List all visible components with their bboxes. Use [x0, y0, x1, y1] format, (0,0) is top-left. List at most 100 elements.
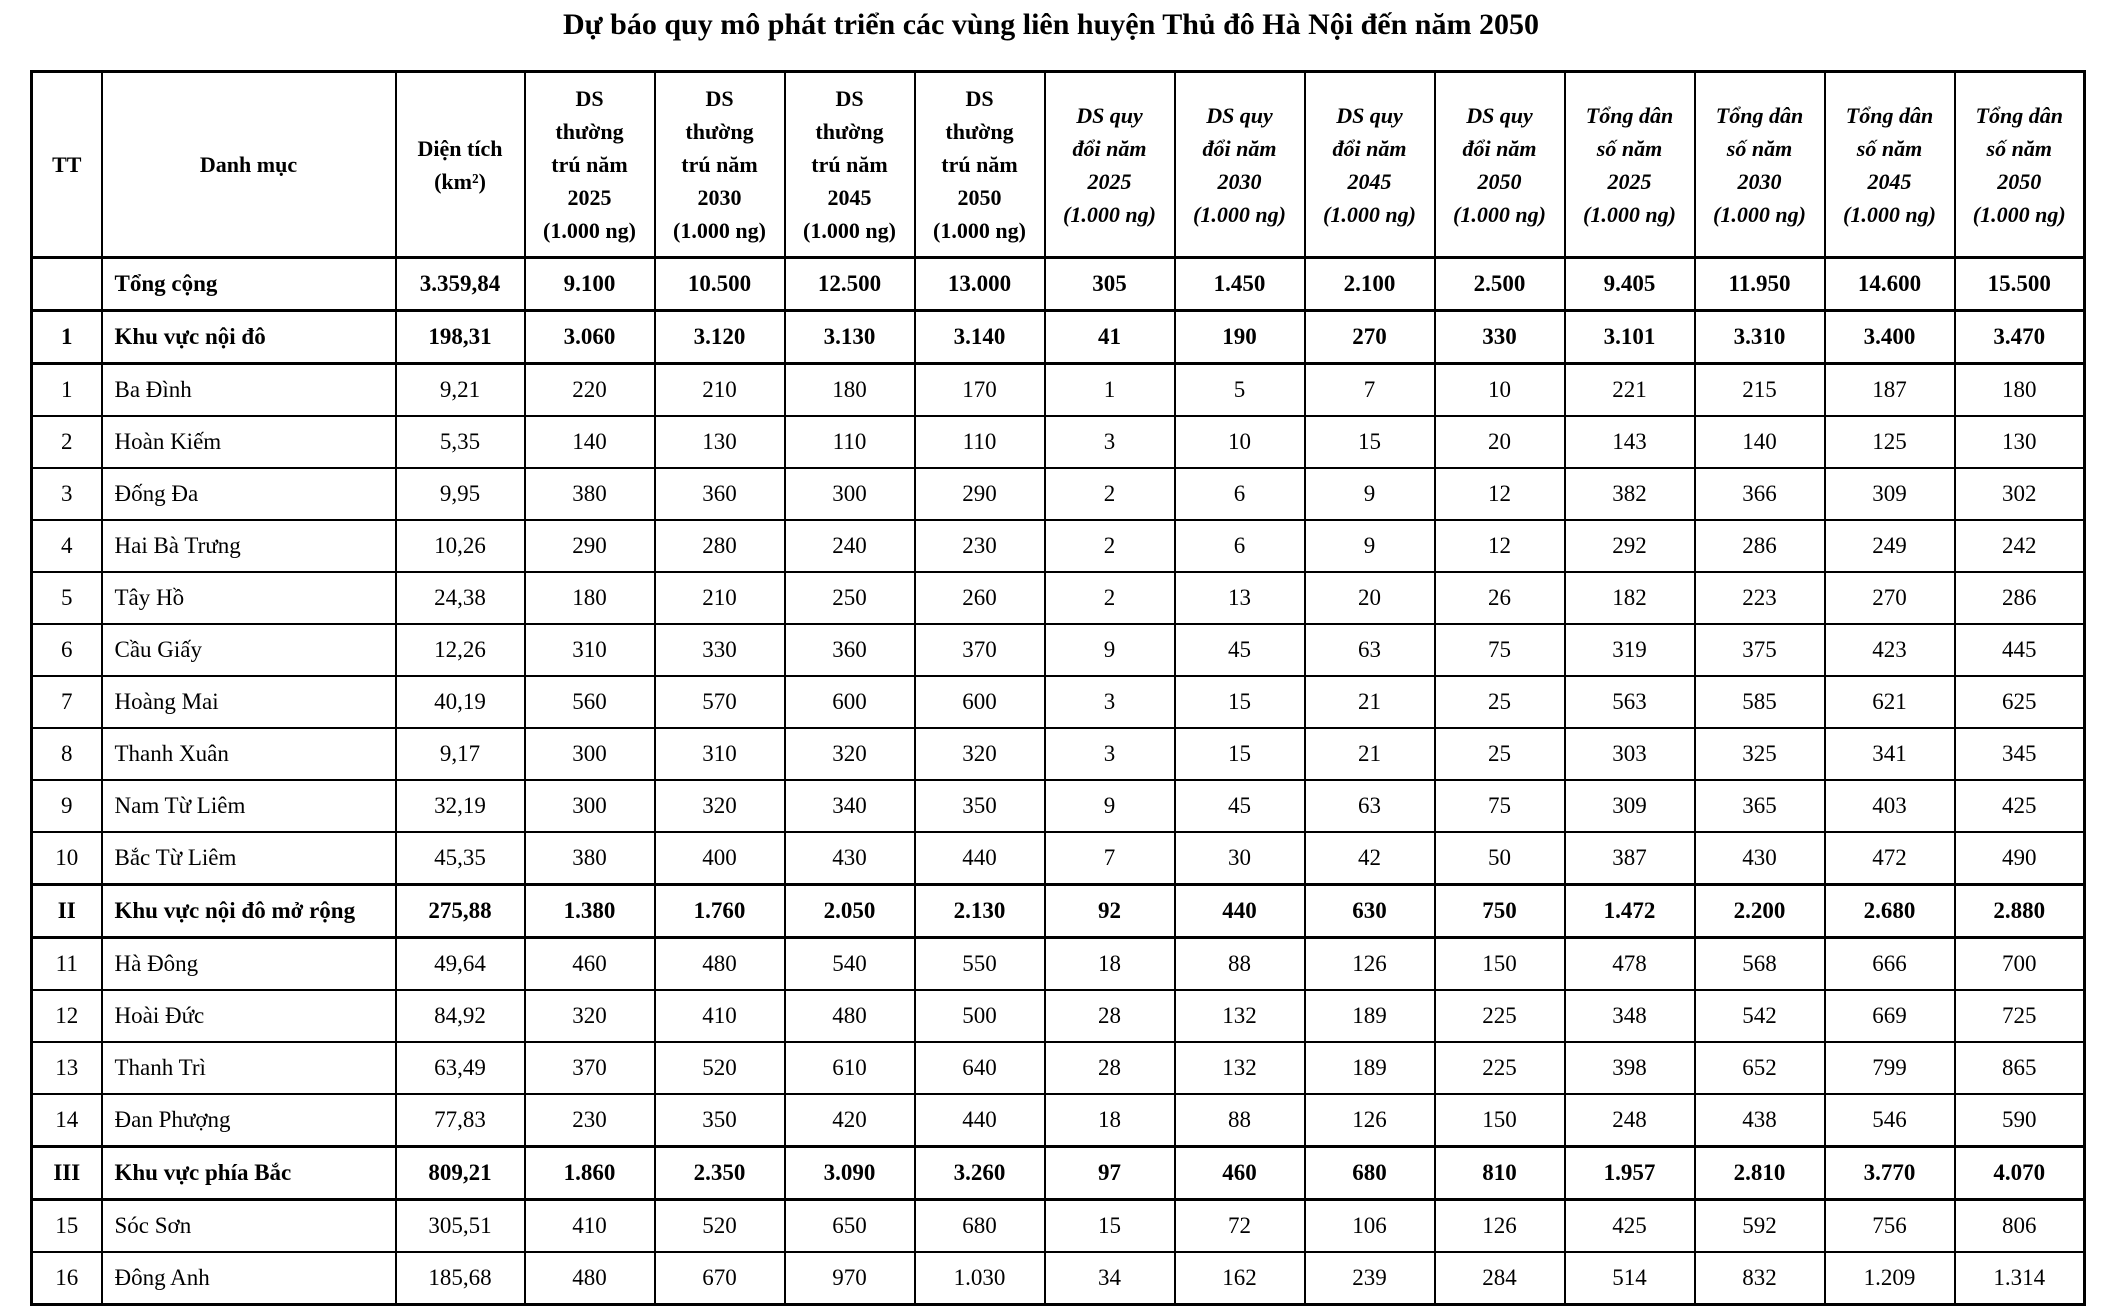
- row-index: 6: [30, 623, 103, 677]
- row-index: 7: [30, 675, 103, 729]
- value-cell: 1.209: [1823, 1251, 1956, 1306]
- value-cell: 806: [1953, 1198, 2086, 1253]
- value-cell: 97: [1043, 1145, 1176, 1201]
- value-cell: 398: [1563, 1041, 1696, 1095]
- table-row: 6 Cầu Giấy 12,26 310 330 360 370 9 45 63 75 319 375 4…: [30, 623, 2086, 677]
- value-cell: 472: [1823, 831, 1956, 886]
- table-body: Tổng cộng 3.359,84 9.100 10.500 12.500 13.000…: [30, 256, 2086, 1306]
- value-cell: 568: [1693, 936, 1826, 991]
- value-cell: 590: [1953, 1093, 2086, 1148]
- value-cell: 13.000: [913, 256, 1046, 312]
- value-cell: 180: [783, 362, 916, 417]
- table-row: 11 Hà Đông 49,64 460 480 540 550 18 88 126 150 478 5…: [30, 936, 2086, 991]
- value-cell: 2.350: [653, 1145, 786, 1201]
- table-row: 1 Ba Đình 9,21 220 210 180 170 1 5 7 10 221 215 187 18…: [30, 362, 2086, 417]
- forecast-table: TT Danh mục Diện tích (km²) DS thường trú n…: [30, 70, 2086, 1306]
- value-cell: 3: [1043, 675, 1176, 729]
- value-cell: 799: [1823, 1041, 1956, 1095]
- value-cell: 345: [1953, 727, 2086, 781]
- value-cell: 284: [1433, 1251, 1566, 1306]
- value-cell: 189: [1303, 1041, 1436, 1095]
- value-cell: 7: [1303, 362, 1436, 417]
- value-cell: 309: [1563, 779, 1696, 833]
- value-cell: 350: [653, 1093, 786, 1148]
- value-cell: 625: [1953, 675, 2086, 729]
- row-index: 12: [30, 989, 103, 1043]
- value-cell: 92: [1043, 883, 1176, 939]
- section-row: Tổng cộng 3.359,84 9.100 10.500 12.500 13.000…: [30, 256, 2086, 312]
- value-cell: 350: [913, 779, 1046, 833]
- value-cell: 6: [1173, 519, 1306, 573]
- value-cell: 125: [1823, 415, 1956, 469]
- value-cell: 610: [783, 1041, 916, 1095]
- value-cell: 640: [913, 1041, 1046, 1095]
- value-cell: 72: [1173, 1198, 1306, 1253]
- value-cell: 45: [1173, 623, 1306, 677]
- value-cell: 370: [913, 623, 1046, 677]
- row-name: Đống Đa: [100, 467, 397, 521]
- table-row: 3 Đống Đa 9,95 380 360 300 290 2 6 9 12 382 366 309 30…: [30, 467, 2086, 521]
- value-cell: 348: [1563, 989, 1696, 1043]
- value-cell: 21: [1303, 727, 1436, 781]
- value-cell: 210: [653, 362, 786, 417]
- value-cell: 190: [1173, 309, 1306, 365]
- value-cell: 410: [653, 989, 786, 1043]
- value-cell: 187: [1823, 362, 1956, 417]
- value-cell: 3.101: [1563, 309, 1696, 365]
- row-name: Hoài Đức: [100, 989, 397, 1043]
- value-cell: 75: [1433, 623, 1566, 677]
- column-header-11: Tổng dân số năm 2025 (1.000 ng): [1563, 70, 1696, 259]
- row-name: Khu vực nội đô: [100, 309, 397, 365]
- value-cell: 1: [1043, 362, 1176, 417]
- value-cell: 3.130: [783, 309, 916, 365]
- value-cell: 310: [523, 623, 656, 677]
- value-cell: 230: [523, 1093, 656, 1148]
- value-cell: 225: [1433, 989, 1566, 1043]
- value-cell: 670: [653, 1251, 786, 1306]
- value-cell: 440: [1173, 883, 1306, 939]
- value-cell: 10: [1173, 415, 1306, 469]
- column-header-4: DS thường trú năm 2030 (1.000 ng): [653, 70, 786, 259]
- value-cell: 2: [1043, 519, 1176, 573]
- value-cell: 270: [1823, 571, 1956, 625]
- value-cell: 185,68: [394, 1251, 526, 1306]
- value-cell: 3.090: [783, 1145, 916, 1201]
- value-cell: 666: [1823, 936, 1956, 991]
- value-cell: 621: [1823, 675, 1956, 729]
- value-cell: 15: [1043, 1198, 1176, 1253]
- value-cell: 9,17: [394, 727, 526, 781]
- value-cell: 198,31: [394, 309, 526, 365]
- value-cell: 41: [1043, 309, 1176, 365]
- value-cell: 600: [783, 675, 916, 729]
- value-cell: 5: [1173, 362, 1306, 417]
- value-cell: 630: [1303, 883, 1436, 939]
- value-cell: 290: [523, 519, 656, 573]
- value-cell: 126: [1433, 1198, 1566, 1253]
- value-cell: 340: [783, 779, 916, 833]
- value-cell: 2.100: [1303, 256, 1436, 312]
- value-cell: 45: [1173, 779, 1306, 833]
- value-cell: 9: [1303, 519, 1436, 573]
- value-cell: 4.070: [1953, 1145, 2086, 1201]
- value-cell: 1.380: [523, 883, 656, 939]
- value-cell: 24,38: [394, 571, 526, 625]
- value-cell: 514: [1563, 1251, 1696, 1306]
- page-title: Dự báo quy mô phát triển các vùng liên h…: [563, 8, 1539, 41]
- value-cell: 366: [1693, 467, 1826, 521]
- value-cell: 6: [1173, 467, 1306, 521]
- value-cell: 130: [653, 415, 786, 469]
- value-cell: 230: [913, 519, 1046, 573]
- value-cell: 2.200: [1693, 883, 1826, 939]
- value-cell: 585: [1693, 675, 1826, 729]
- value-cell: 303: [1563, 727, 1696, 781]
- value-cell: 30: [1173, 831, 1306, 886]
- value-cell: 9: [1043, 623, 1176, 677]
- value-cell: 88: [1173, 936, 1306, 991]
- row-name: Thanh Trì: [100, 1041, 397, 1095]
- value-cell: 423: [1823, 623, 1956, 677]
- value-cell: 225: [1433, 1041, 1566, 1095]
- value-cell: 270: [1303, 309, 1436, 365]
- value-cell: 13: [1173, 571, 1306, 625]
- table-row: 4 Hai Bà Trưng 10,26 290 280 240 230 2 6 9 12 292 28…: [30, 519, 2086, 573]
